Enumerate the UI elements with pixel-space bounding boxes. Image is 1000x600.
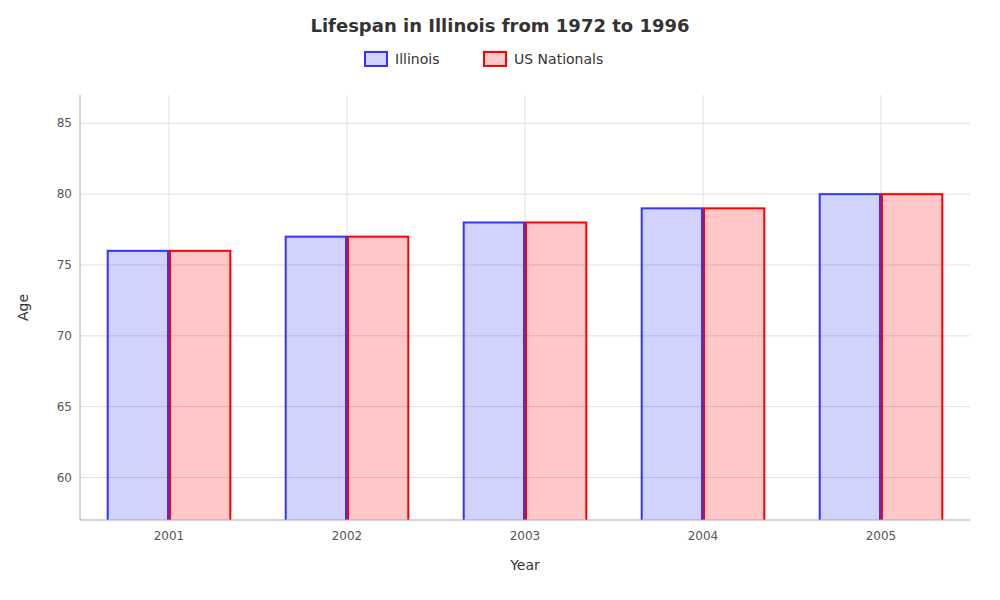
legend-label: Illinois <box>395 51 439 67</box>
bar <box>286 237 346 520</box>
legend: Illinois US Nationals <box>365 51 603 67</box>
bar <box>526 223 586 521</box>
x-tick-label: 2002 <box>332 529 363 543</box>
y-tick-label: 70 <box>57 329 72 343</box>
legend-label: US Nationals <box>514 51 603 67</box>
chart-container: 60 65 70 75 80 85 2001 2002 2003 2004 2005 Lifespan… <box>0 0 1000 600</box>
y-tick-label: 75 <box>57 258 72 272</box>
y-axis-line <box>80 95 81 520</box>
x-tick-label: 2005 <box>866 529 897 543</box>
y-axis-label: Age <box>15 294 31 321</box>
bar <box>170 251 230 520</box>
legend-swatch <box>484 52 506 66</box>
x-tick-label: 2001 <box>154 529 185 543</box>
chart-svg: 60 65 70 75 80 85 2001 2002 2003 2004 2005 Lifespan… <box>0 0 1000 600</box>
x-axis-line <box>80 520 970 521</box>
x-tick-label: 2004 <box>688 529 719 543</box>
bar <box>464 223 524 521</box>
title: Lifespan in Illinois from 1972 to 1996 <box>310 15 689 36</box>
bar <box>704 208 764 520</box>
bar <box>348 237 408 520</box>
y-tick-label: 80 <box>57 187 72 201</box>
bars <box>108 194 943 520</box>
x-axis-label: Year <box>509 557 540 573</box>
y-tick-label: 65 <box>57 400 72 414</box>
bar <box>882 194 942 520</box>
bar <box>108 251 168 520</box>
bar <box>642 208 702 520</box>
bar <box>820 194 880 520</box>
y-tick-label: 60 <box>57 471 72 485</box>
y-tick-label: 85 <box>57 116 72 130</box>
legend-swatch <box>365 52 387 66</box>
x-tick-label: 2003 <box>510 529 541 543</box>
